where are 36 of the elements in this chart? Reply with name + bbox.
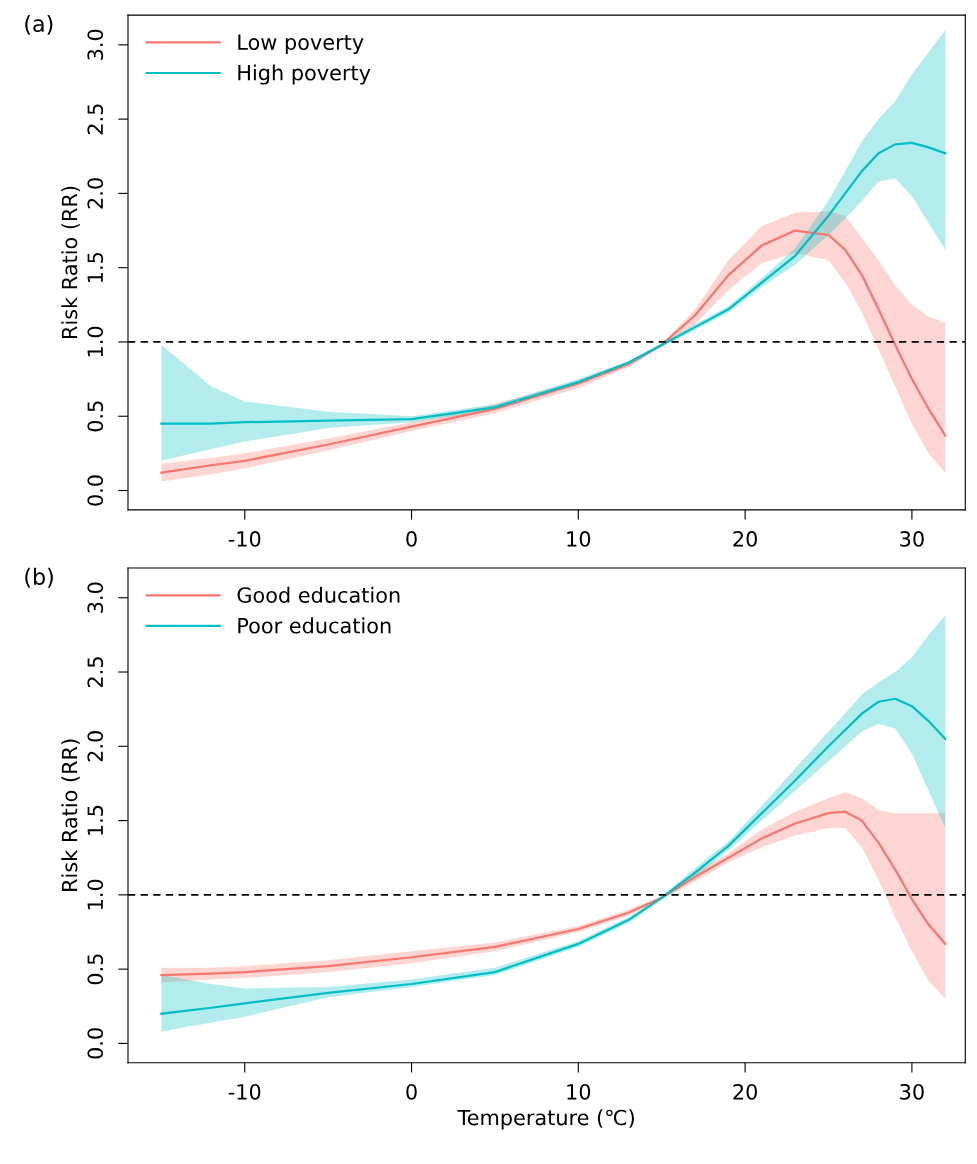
line-series	[160, 810, 947, 977]
x-tick-label: 20	[733, 531, 757, 547]
x-tick-label: 10	[567, 531, 591, 547]
legend-label: Poor education	[238, 617, 391, 634]
chart-title: (a)	[25, 14, 53, 35]
x-tick-label: 30	[900, 531, 924, 547]
y-axis-title: Risk Ratio (RR)	[61, 739, 80, 891]
y-tick-label: 2.5	[87, 657, 104, 688]
y-tick-label: 0.5	[87, 401, 104, 432]
x-tick-label: 0	[406, 1083, 417, 1100]
x-axis-title: Temperature (℃)	[457, 1109, 634, 1130]
y-tick-label: 1.5	[87, 252, 104, 282]
x-tick-label: -10	[228, 1083, 261, 1100]
y-tick-label: 0.0	[87, 1028, 104, 1059]
y-tick-label: 2.5	[87, 104, 104, 135]
legend-label: Good education	[237, 586, 400, 603]
y-tick-label: 1.0	[87, 879, 104, 910]
x-tick-label: 20	[733, 1083, 757, 1100]
y-tick-label: 3.0	[87, 582, 104, 613]
y-tick-label: 0.0	[87, 475, 104, 506]
legend-label: High poverty	[238, 64, 371, 85]
y-tick-label: 1.0	[87, 326, 104, 357]
y-tick-label: 1.5	[87, 805, 104, 835]
chart-title: (b)	[25, 567, 53, 588]
y-tick-label: 2.0	[87, 731, 104, 762]
x-tick-label: 10	[567, 1083, 591, 1100]
x-tick-label: -10	[228, 531, 261, 547]
y-tick-label: 0.5	[87, 954, 104, 985]
y-tick-label: 2.0	[87, 178, 104, 209]
legend-label: Low poverty	[238, 34, 364, 55]
line-series	[160, 697, 947, 1015]
y-axis-title: Risk Ratio (RR)	[61, 186, 80, 338]
y-tick-label: 3.0	[87, 29, 104, 60]
x-tick-label: 30	[900, 1083, 924, 1100]
line-series	[160, 141, 947, 425]
x-tick-label: 0	[406, 531, 417, 547]
